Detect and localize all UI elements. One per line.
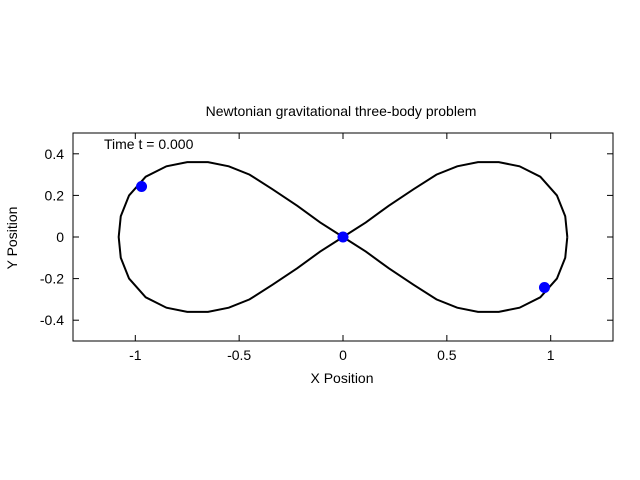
body-point — [538, 282, 550, 294]
body-point — [136, 180, 148, 192]
x-tick-label: 0 — [339, 347, 347, 363]
y-tick-label: 0.4 — [45, 146, 65, 162]
x-tick-label: 1 — [547, 347, 555, 363]
y-tick-label: 0 — [56, 229, 64, 245]
y-tick-label: -0.2 — [40, 271, 64, 287]
x-tick-label: 0.5 — [437, 347, 457, 363]
y-axis-label: Y Position — [4, 207, 20, 270]
body-point — [337, 231, 349, 243]
x-axis-ticks: -1 -0.5 0 0.5 1 — [129, 133, 555, 363]
x-axis-label: X Position — [310, 370, 373, 386]
x-tick-label: -1 — [129, 347, 142, 363]
y-tick-label: 0.2 — [45, 187, 65, 203]
orbit-path — [117, 161, 569, 313]
x-tick-label: -0.5 — [227, 347, 251, 363]
chart-title: Newtonian gravitational three-body probl… — [206, 103, 477, 119]
y-axis-ticks: -0.4 -0.2 0 0.2 0.4 — [40, 146, 613, 328]
time-annotation: Time t = 0.000 — [104, 136, 194, 152]
y-tick-label: -0.4 — [40, 312, 64, 328]
bodies — [136, 180, 550, 294]
